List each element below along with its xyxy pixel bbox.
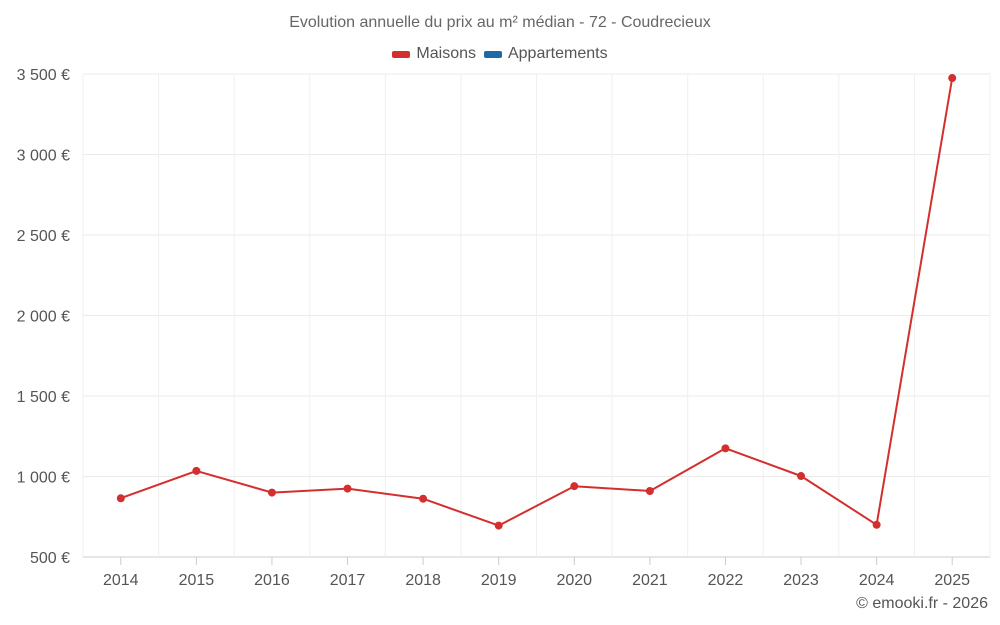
- data-point-maisons-2020[interactable]: [570, 482, 579, 491]
- legend-item-maisons[interactable]: Maisons: [392, 45, 476, 63]
- series-line-maisons: [120, 77, 954, 527]
- x-tick-label-2014: 2014: [103, 572, 139, 589]
- legend-swatch-maisons: [392, 50, 411, 58]
- chart-title: Evolution annuelle du prix au m² médian …: [289, 14, 711, 31]
- x-tick-label-2017: 2017: [330, 572, 366, 589]
- legend-item-appartements[interactable]: Appartements: [483, 45, 608, 63]
- x-tick-label-2018: 2018: [405, 572, 441, 589]
- data-point-maisons-2018[interactable]: [419, 494, 428, 503]
- x-tick-label-2015: 2015: [179, 572, 215, 589]
- y-tick-label-3000: 3 000 €: [17, 148, 70, 165]
- y-tick-label-500: 500 €: [30, 550, 70, 567]
- x-tick-label-2016: 2016: [254, 572, 290, 589]
- x-tick-label-2025: 2025: [934, 572, 970, 589]
- y-tick-label-1000: 1 000 €: [17, 470, 70, 487]
- y-tick-label-2000: 2 000 €: [17, 309, 70, 326]
- data-point-maisons-2022[interactable]: [721, 444, 730, 453]
- legend-label-appartements: Appartements: [507, 45, 608, 62]
- legend: Maisons Appartements: [0, 45, 1000, 63]
- data-point-maisons-2016[interactable]: [267, 488, 276, 497]
- y-tick-label-1500: 1 500 €: [17, 389, 70, 406]
- x-tick-label-2021: 2021: [632, 572, 668, 589]
- legend-label-maisons: Maisons: [416, 45, 476, 62]
- y-tick-label-3500: 3 500 €: [17, 67, 70, 84]
- x-tick-label-2020: 2020: [556, 572, 592, 589]
- x-tick-label-2024: 2024: [859, 572, 895, 589]
- x-tick-label-2023: 2023: [783, 572, 819, 589]
- data-point-maisons-2015[interactable]: [192, 466, 201, 475]
- data-point-maisons-2014[interactable]: [116, 494, 125, 503]
- legend-swatch-appartements: [483, 50, 502, 58]
- data-point-maisons-2019[interactable]: [494, 521, 503, 530]
- data-point-maisons-2017[interactable]: [343, 484, 352, 493]
- y-tick-label-2500: 2 500 €: [17, 228, 70, 245]
- x-tick-label-2022: 2022: [708, 572, 744, 589]
- data-point-maisons-2023[interactable]: [797, 472, 806, 481]
- data-point-maisons-2021[interactable]: [645, 486, 654, 495]
- x-tick-label-2019: 2019: [481, 572, 517, 589]
- data-point-maisons-2025[interactable]: [948, 74, 957, 83]
- credit-text: © emooki.fr - 2026: [856, 595, 988, 612]
- data-point-maisons-2024[interactable]: [872, 520, 881, 529]
